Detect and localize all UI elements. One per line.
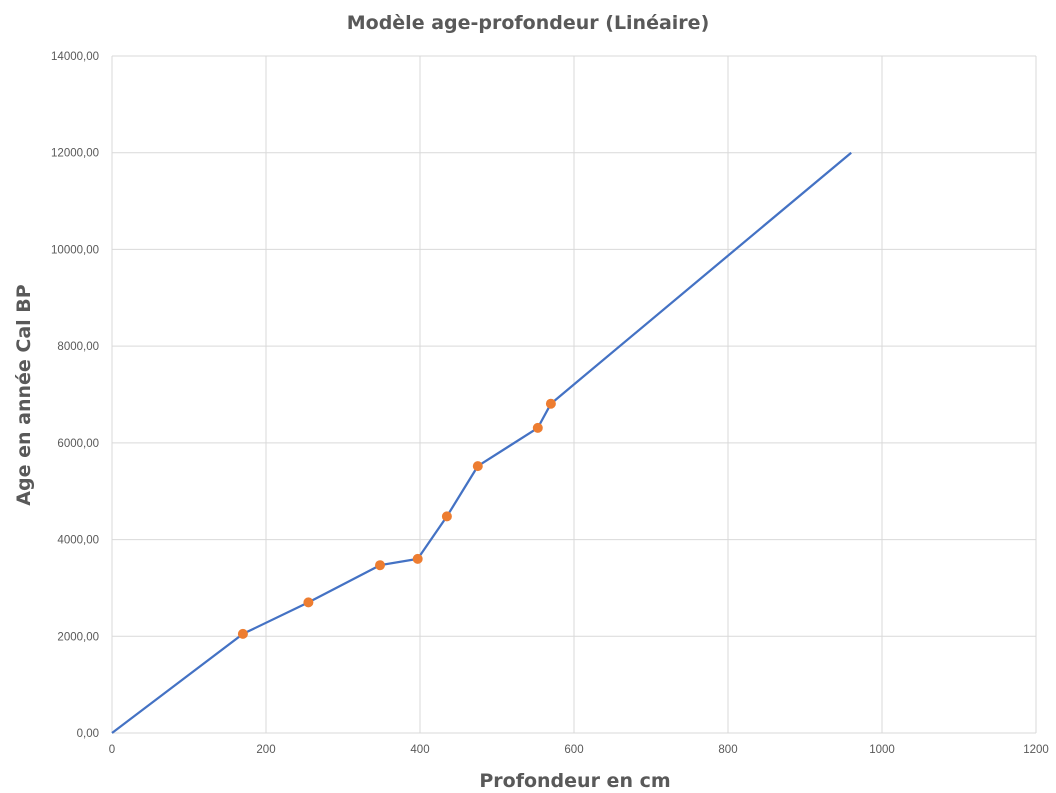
y-tick-label: 6000,00: [57, 438, 99, 450]
x-axis-title: Profondeur en cm: [479, 770, 670, 792]
x-tick-label: 1000: [869, 744, 895, 756]
data-point: [303, 597, 314, 608]
chart-title: Modèle age-profondeur (Linéaire): [347, 12, 710, 34]
plot-area: [111, 151, 852, 734]
y-tick-label: 12000,00: [51, 148, 99, 160]
y-tick-label: 8000,00: [57, 341, 99, 353]
x-tick-label: 800: [718, 744, 737, 756]
data-point: [237, 628, 248, 639]
series-line: [111, 151, 852, 734]
data-point: [545, 398, 556, 409]
data-point: [532, 422, 543, 433]
x-tick-label: 600: [564, 744, 583, 756]
data-point: [412, 553, 423, 564]
x-axis: 0 200 400 600 800 1000 1200: [109, 744, 1049, 756]
data-point: [441, 511, 452, 522]
x-tick-label: 1200: [1023, 744, 1049, 756]
x-tick-label: 400: [410, 744, 429, 756]
y-axis: 0,00 2000,00 4000,00 6000,00 8000,00 10000,00…: [51, 51, 99, 740]
y-tick-label: 14000,00: [51, 51, 99, 63]
y-tick-label: 0,00: [77, 728, 99, 740]
y-tick-label: 10000,00: [51, 244, 99, 256]
data-point: [472, 461, 483, 472]
y-tick-label: 4000,00: [57, 535, 99, 547]
y-axis-title: Age en année Cal BP: [13, 284, 35, 505]
y-tick-label: 2000,00: [57, 631, 99, 643]
x-tick-label: 0: [109, 744, 115, 756]
x-tick-label: 200: [256, 744, 275, 756]
grid: [111, 55, 1037, 734]
data-point: [375, 560, 385, 571]
